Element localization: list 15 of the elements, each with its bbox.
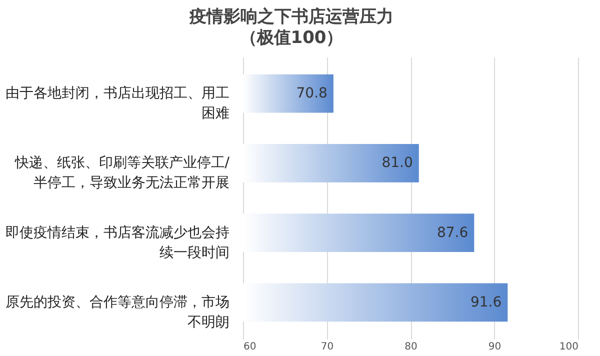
y-tick-label: 原先的投资、合作等意向停滞，市场不明朗 xyxy=(6,294,230,330)
x-tick-label: 60 xyxy=(244,342,256,352)
chart-title: 疫情影响之下书店运营压力 xyxy=(188,7,394,27)
data-label: 81.0 xyxy=(382,155,413,172)
data-label: 70.8 xyxy=(296,86,328,102)
y-tick-label: 即使疫情结束，书店客流减少也会持续一段时间 xyxy=(6,224,230,261)
x-tick-label: 100 xyxy=(559,342,578,352)
x-tick-label: 80 xyxy=(404,342,418,352)
chart-subtitle: （极值100） xyxy=(240,28,344,48)
y-tick-label: 快递、纸张、印刷等关联产业停工/半停工，导致业务无法正常开展 xyxy=(14,155,230,192)
data-label: 87.6 xyxy=(436,224,468,241)
data-label: 91.6 xyxy=(470,294,502,310)
x-tick-label: 70 xyxy=(320,342,334,352)
x-tick-label: 90 xyxy=(488,342,502,352)
y-tick-label: 由于各地封闭，书店出现招工、用工困难 xyxy=(6,86,230,122)
